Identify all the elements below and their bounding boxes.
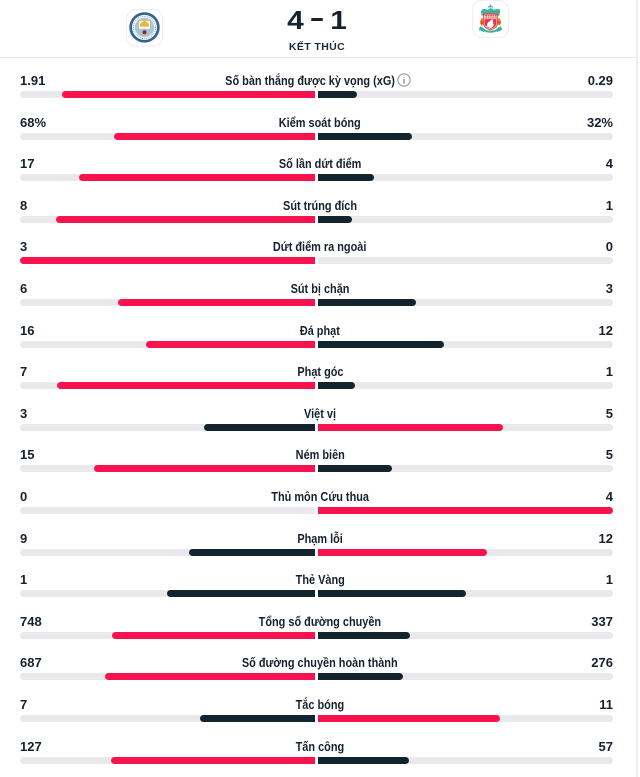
svg-text:i: i [403,76,406,86]
